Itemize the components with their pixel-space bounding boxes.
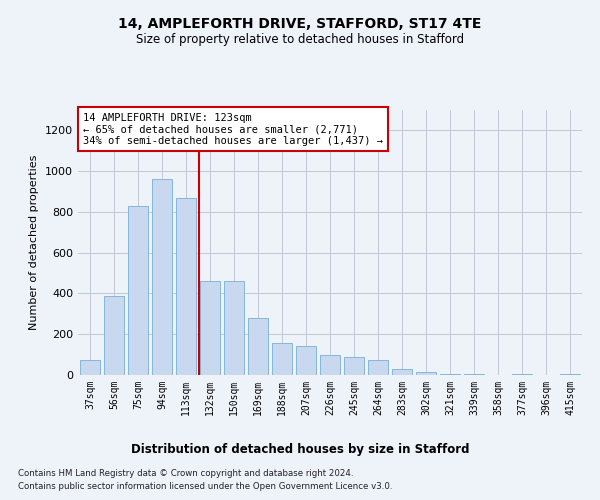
Text: Distribution of detached houses by size in Stafford: Distribution of detached houses by size … xyxy=(131,442,469,456)
Bar xyxy=(272,344,292,375)
Bar xyxy=(416,372,436,375)
Bar xyxy=(80,360,100,375)
Bar xyxy=(368,360,388,375)
Bar xyxy=(224,281,244,375)
Bar xyxy=(200,281,220,375)
Text: Contains public sector information licensed under the Open Government Licence v3: Contains public sector information licen… xyxy=(18,482,392,491)
Bar xyxy=(176,198,196,375)
Bar xyxy=(104,296,124,375)
Bar xyxy=(128,206,148,375)
Bar xyxy=(248,318,268,375)
Y-axis label: Number of detached properties: Number of detached properties xyxy=(29,155,40,330)
Text: Contains HM Land Registry data © Crown copyright and database right 2024.: Contains HM Land Registry data © Crown c… xyxy=(18,469,353,478)
Text: Size of property relative to detached houses in Stafford: Size of property relative to detached ho… xyxy=(136,32,464,46)
Bar xyxy=(512,374,532,375)
Bar xyxy=(296,346,316,375)
Bar xyxy=(152,180,172,375)
Bar xyxy=(440,374,460,375)
Text: 14, AMPLEFORTH DRIVE, STAFFORD, ST17 4TE: 14, AMPLEFORTH DRIVE, STAFFORD, ST17 4TE xyxy=(118,18,482,32)
Bar xyxy=(560,374,580,375)
Bar xyxy=(464,374,484,375)
Bar xyxy=(320,354,340,375)
Text: 14 AMPLEFORTH DRIVE: 123sqm
← 65% of detached houses are smaller (2,771)
34% of : 14 AMPLEFORTH DRIVE: 123sqm ← 65% of det… xyxy=(83,112,383,146)
Bar xyxy=(392,369,412,375)
Bar xyxy=(344,356,364,375)
